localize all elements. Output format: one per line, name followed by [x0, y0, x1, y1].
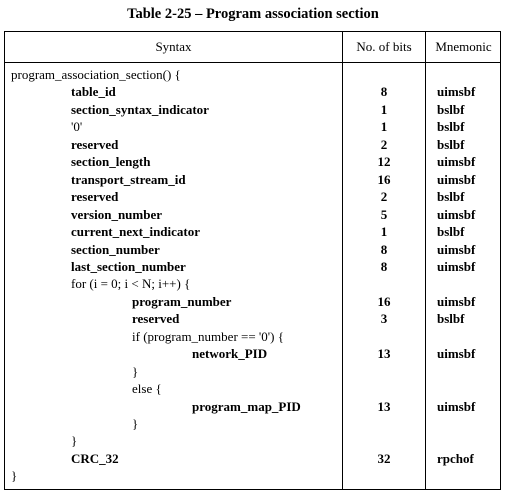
table-row: table_id 8 uimsbf	[5, 83, 500, 100]
syntax-cell: current_next_indicator	[71, 224, 201, 240]
mnemonic-cell: bslbf	[437, 136, 465, 152]
table-row: section_number 8 uimsbf	[5, 241, 500, 258]
syntax-cell: else {	[132, 381, 162, 397]
mnemonic-cell: uimsbf	[437, 346, 476, 362]
table-row: reserved 2 bslbf	[5, 136, 500, 153]
table-row: }	[5, 467, 500, 484]
bits-cell: 13	[377, 398, 391, 414]
mnemonic-cell: uimsbf	[437, 171, 476, 187]
bits-cell: 8	[380, 241, 388, 257]
bits-cell: 1	[380, 101, 388, 117]
syntax-cell: reserved	[71, 189, 119, 205]
table-row: reserved 2 bslbf	[5, 188, 500, 205]
table-row: if (program_number == '0') {	[5, 328, 500, 345]
syntax-cell: section_length	[71, 154, 151, 170]
syntax-cell: }	[132, 363, 139, 379]
table-row: program_association_section() {	[5, 66, 500, 83]
bits-cell: 1	[380, 119, 388, 135]
mnemonic-cell: uimsbf	[437, 241, 476, 257]
table-row: version_number 5 uimsbf	[5, 206, 500, 223]
syntax-cell: for (i = 0; i < N; i++) {	[71, 276, 191, 292]
table-row: transport_stream_id 16 uimsbf	[5, 171, 500, 188]
mnemonic-cell: uimsbf	[437, 293, 476, 309]
syntax-cell: last_section_number	[71, 258, 186, 274]
syntax-cell: reserved	[132, 311, 180, 327]
table-row: section_syntax_indicator 1 bslbf	[5, 101, 500, 118]
table-row: '0' 1 bslbf	[5, 118, 500, 135]
mnemonic-cell: bslbf	[437, 189, 465, 205]
bits-cell: 3	[380, 311, 388, 327]
syntax-cell: section_number	[71, 241, 160, 257]
bits-cell: 8	[380, 258, 388, 274]
bits-cell: 16	[377, 293, 391, 309]
table-row: program_map_PID 13 uimsbf	[5, 398, 500, 415]
table-row: section_length 12 uimsbf	[5, 153, 500, 170]
table-row: network_PID 13 uimsbf	[5, 345, 500, 362]
table-row: CRC_32 32 rpchof	[5, 450, 500, 467]
mnemonic-cell: bslbf	[437, 101, 465, 117]
syntax-cell: '0'	[71, 119, 83, 135]
header-mnemonic: Mnemonic	[435, 39, 492, 54]
syntax-cell: CRC_32	[71, 450, 119, 466]
syntax-cell: table_id	[71, 84, 116, 100]
mnemonic-cell: rpchof	[437, 450, 474, 466]
bits-cell: 13	[377, 346, 391, 362]
syntax-cell: if (program_number == '0') {	[132, 328, 284, 344]
mnemonic-cell: bslbf	[437, 311, 465, 327]
mnemonic-cell: uimsbf	[437, 84, 476, 100]
syntax-cell: }	[11, 468, 18, 484]
table-row: else {	[5, 380, 500, 397]
mnemonic-cell: uimsbf	[437, 206, 476, 222]
bits-cell: 32	[377, 450, 391, 466]
column-divider-bits	[342, 32, 343, 489]
table-row: }	[5, 363, 500, 380]
bits-cell: 8	[380, 84, 388, 100]
column-divider-mnemonic	[425, 32, 426, 489]
bits-cell: 16	[377, 171, 391, 187]
syntax-cell: program_map_PID	[192, 398, 301, 414]
bits-cell: 12	[377, 154, 391, 170]
syntax-cell: }	[132, 416, 139, 431]
bits-cell: 2	[380, 136, 388, 152]
mnemonic-cell: bslbf	[437, 224, 465, 240]
table-row: last_section_number 8 uimsbf	[5, 258, 500, 275]
syntax-cell: version_number	[71, 206, 162, 222]
table-row: program_number 16 uimsbf	[5, 293, 500, 310]
table-row: }	[5, 432, 500, 449]
bits-cell: 5	[380, 206, 388, 222]
syntax-cell: }	[71, 433, 78, 449]
table-row: }	[5, 415, 500, 432]
syntax-cell: reserved	[71, 136, 119, 152]
table-row: reserved 3 bslbf	[5, 310, 500, 327]
mnemonic-cell: bslbf	[437, 119, 465, 135]
table-row: for (i = 0; i < N; i++) {	[5, 275, 500, 292]
syntax-cell: program_association_section() {	[11, 67, 181, 82]
table-row: current_next_indicator 1 bslbf	[5, 223, 500, 240]
syntax-cell: network_PID	[192, 346, 268, 362]
bits-cell: 1	[380, 224, 388, 240]
bits-cell: 2	[380, 189, 388, 205]
syntax-cell: section_syntax_indicator	[71, 101, 209, 117]
syntax-cell: program_number	[132, 293, 232, 309]
header-divider	[5, 62, 500, 63]
syntax-table: Syntax No. of bits Mnemonic program_asso…	[4, 31, 501, 490]
mnemonic-cell: uimsbf	[437, 258, 476, 274]
mnemonic-cell: uimsbf	[437, 154, 476, 170]
header-syntax: Syntax	[155, 39, 192, 54]
header-number-of-bits: No. of bits	[356, 39, 412, 54]
table-caption: Table 2-25 – Program association section	[127, 6, 379, 22]
syntax-cell: transport_stream_id	[71, 171, 186, 187]
mnemonic-cell: uimsbf	[437, 398, 476, 414]
